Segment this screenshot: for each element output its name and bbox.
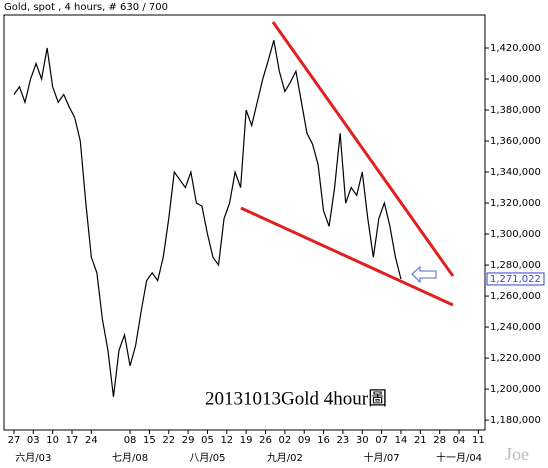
x-tick-label: 12 (220, 435, 233, 446)
y-tick-label: 1,180,000 (490, 415, 541, 426)
y-tick-label: 1,240,000 (490, 322, 541, 333)
annotation: 20131013Gold 4hour圖 (205, 388, 387, 409)
y-tick-label: 1,400,000 (490, 74, 541, 85)
x-tick-label: 28 (433, 435, 446, 446)
x-tick-label: 02 (278, 435, 291, 446)
month-label: 七月/08 (112, 452, 148, 464)
plot-frame (3, 14, 486, 431)
x-tick-label: 24 (85, 435, 98, 446)
x-tick-label: 30 (356, 435, 369, 446)
y-tick-label: 1,280,000 (490, 260, 541, 271)
month-label: 十一月/04 (436, 451, 482, 464)
x-tick-label: 08 (124, 435, 137, 446)
y-tick-label: 1,420,000 (490, 43, 541, 54)
x-tick-label: 04 (453, 435, 466, 446)
x-tick-label: 27 (8, 435, 21, 446)
x-tick-label: 10 (46, 435, 59, 446)
x-tick-label: 15 (143, 435, 156, 446)
x-tick-label: 05 (201, 435, 214, 446)
last-price-label: 1,271,022 (490, 274, 541, 285)
month-label: 八月/05 (189, 452, 225, 464)
y-tick-label: 1,340,000 (490, 167, 541, 178)
x-tick-label: 16 (317, 435, 330, 446)
x-tick-label: 14 (395, 435, 408, 446)
x-tick-label: 09 (298, 435, 311, 446)
price-line (13, 40, 402, 397)
trend-line (271, 21, 455, 277)
chart-title: Gold, spot , 4 hours, # 630 / 700 (4, 2, 168, 13)
y-tick-label: 1,360,000 (490, 136, 541, 147)
x-tick-label: 17 (66, 435, 79, 446)
month-label: 六月/03 (15, 452, 51, 464)
month-label: 九月/02 (267, 452, 303, 464)
y-tick-label: 1,200,000 (490, 384, 541, 395)
y-tick-label: 1,300,000 (490, 229, 541, 240)
y-tick-label: 1,220,000 (490, 353, 541, 364)
x-tick-label: 19 (240, 435, 253, 446)
arrow-icon (411, 265, 437, 284)
x-tick-label: 21 (414, 435, 427, 446)
y-tick-label: 1,260,000 (490, 291, 541, 302)
watermark: Joe (505, 444, 529, 464)
x-tick-label: 26 (259, 435, 272, 446)
x-tick-label: 22 (162, 435, 175, 446)
x-tick-label: 23 (337, 435, 350, 446)
x-tick-label: 29 (182, 435, 195, 446)
y-tick-label: 1,380,000 (490, 105, 541, 116)
x-tick-label: 11 (472, 435, 485, 446)
x-tick-label: 07 (375, 435, 388, 446)
month-label: 十月/07 (364, 451, 400, 464)
last-price-box (486, 272, 545, 286)
y-tick-label: 1,320,000 (490, 198, 541, 209)
x-tick-label: 03 (27, 435, 40, 446)
trend-line (240, 206, 454, 307)
